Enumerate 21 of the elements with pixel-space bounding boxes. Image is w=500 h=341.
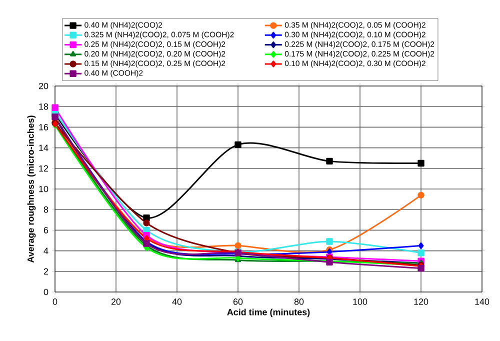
y-tick-label: 10	[39, 186, 48, 192]
x-tick-label: 40	[172, 298, 182, 305]
x-tick-label: 60	[233, 298, 243, 305]
y-tick-label: 18	[39, 103, 48, 110]
x-tick-label: 100	[353, 298, 368, 305]
y-tick-label: 0	[44, 288, 48, 296]
x-tick-label: 120	[414, 298, 428, 305]
x-tick-label: 20	[111, 298, 121, 305]
y-tick-label: 2	[44, 268, 48, 275]
y-tick-label: 6	[44, 227, 48, 234]
y-tick-label: 12	[39, 165, 48, 172]
y-axis-title: Average roughness (micro-inches)	[27, 116, 36, 263]
x-tick-label: 80	[294, 298, 304, 305]
y-tick-label: 8	[44, 206, 48, 213]
x-tick-label: 140	[475, 298, 490, 305]
y-tick-label: 4	[44, 248, 48, 254]
y-tick-label: 14	[39, 144, 48, 151]
x-tick-label: 0	[52, 298, 58, 305]
y-tick-label: 16	[39, 124, 48, 130]
y-tick-label: 20	[38, 82, 48, 90]
x-axis-title: Acid time (minutes)	[227, 308, 310, 318]
